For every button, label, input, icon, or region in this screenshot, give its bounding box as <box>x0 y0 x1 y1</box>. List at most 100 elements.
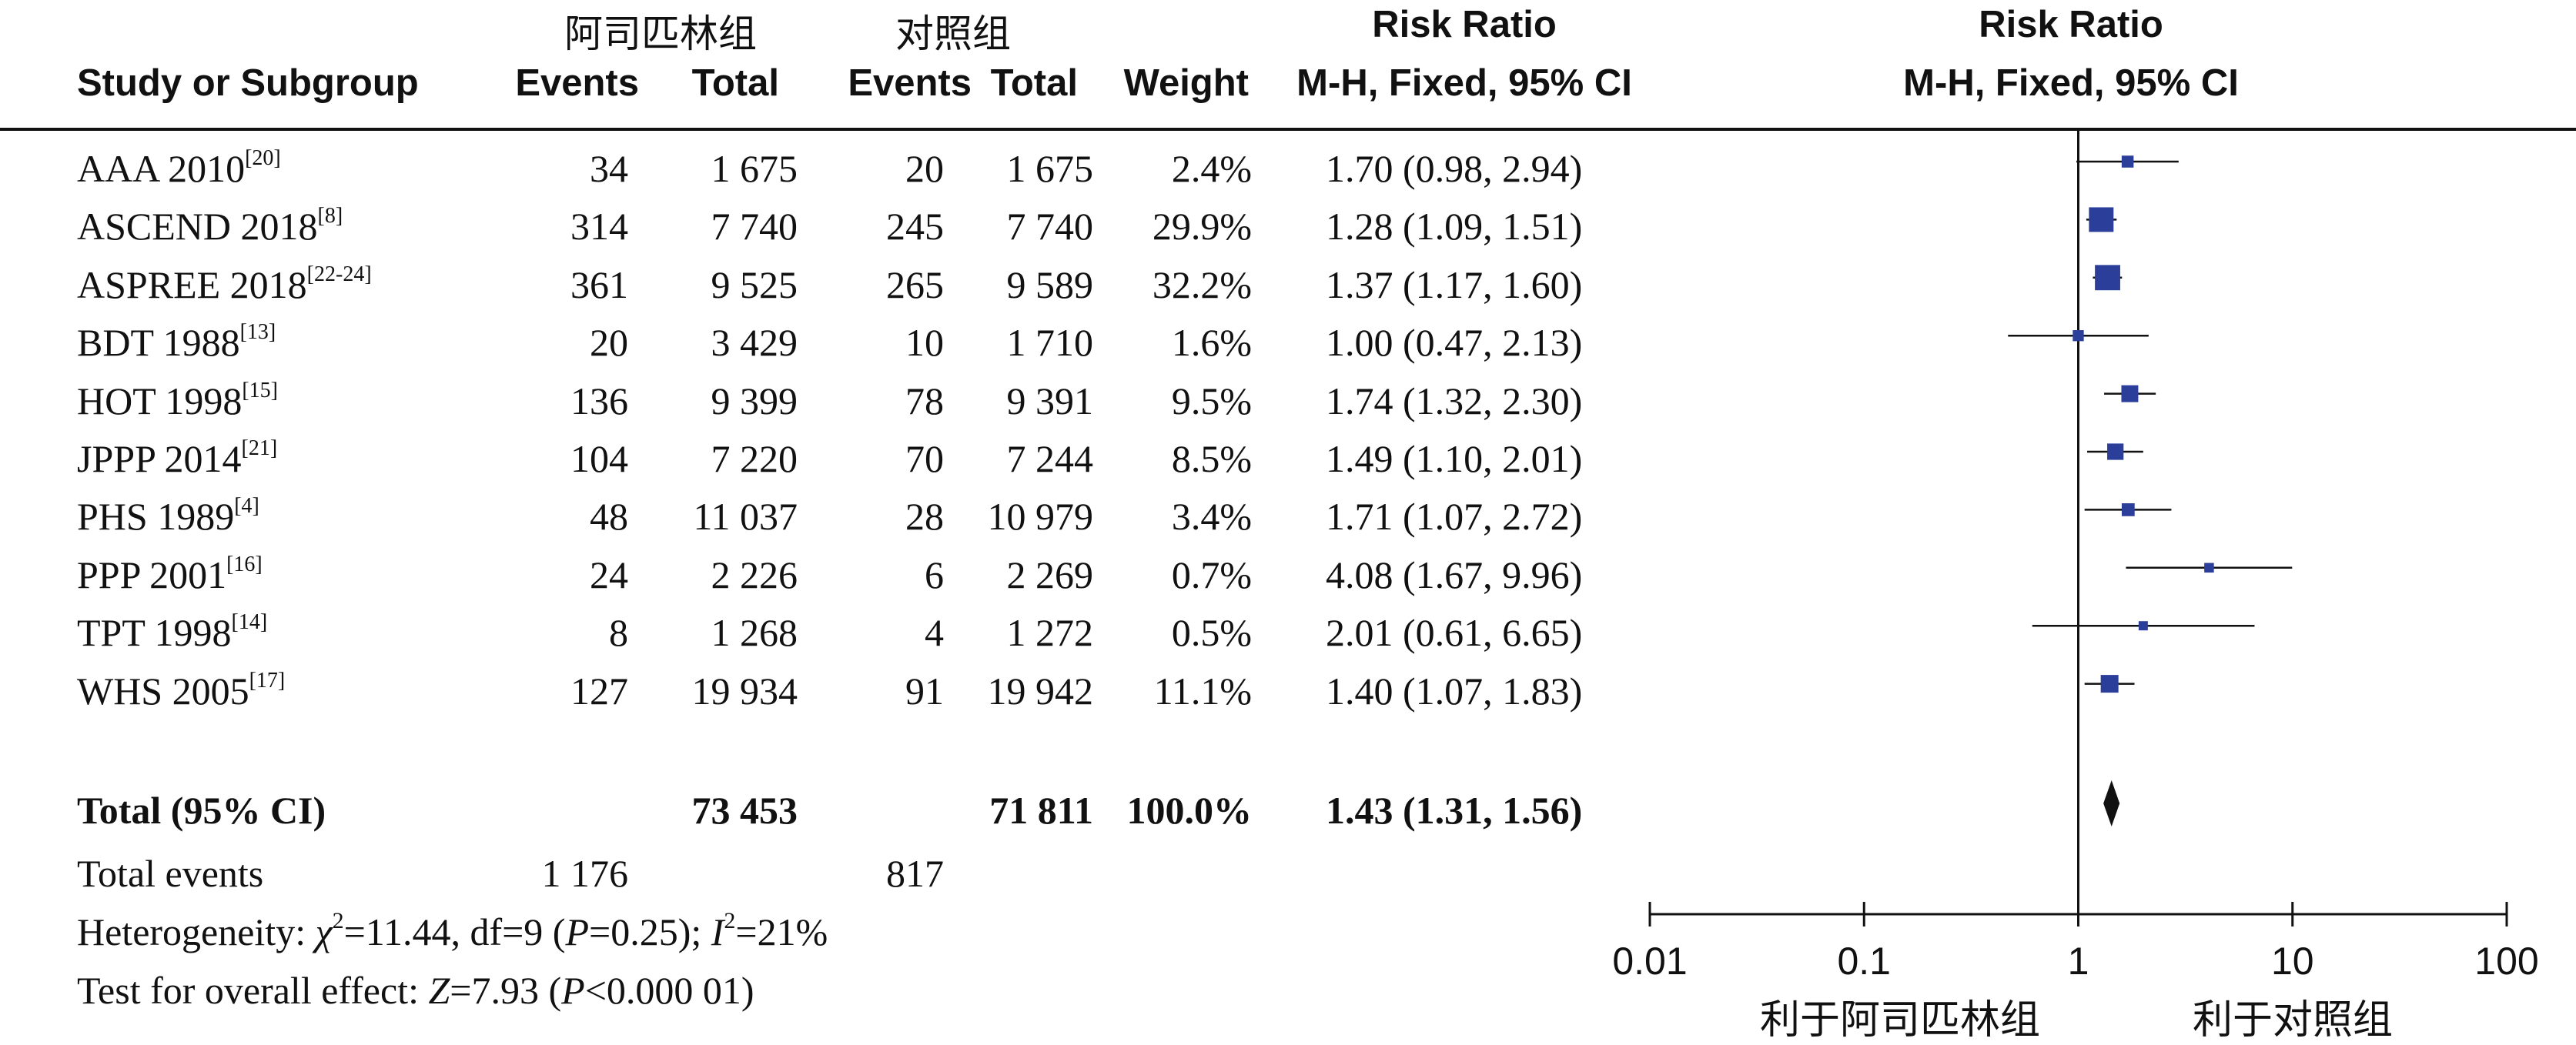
method-column-header: M-H, Fixed, 95% CI <box>1296 62 1632 104</box>
study-name: HOT 1998[15] <box>77 379 279 422</box>
total-ci: 1.43 (1.31, 1.56) <box>1326 789 1583 832</box>
weight-cell: 8.5% <box>1171 437 1252 480</box>
header-rule <box>0 128 2576 131</box>
ci-cell: 1.49 (1.10, 2.01) <box>1326 437 1583 480</box>
total1-column-header: Total <box>691 62 779 104</box>
total-weight: 100.0% <box>1126 789 1253 832</box>
study-name: BDT 1988[13] <box>77 320 276 364</box>
total2-column-header: Total <box>990 62 1078 104</box>
study-name-text: ASPREE 2018 <box>77 263 307 306</box>
x-tick-label: 0.01 <box>1612 940 1687 983</box>
study-name: PPP 2001[16] <box>77 553 263 596</box>
het-p: =0.25); <box>589 910 711 953</box>
heterogeneity-text: Heterogeneity: χ2=11.44, df=9 (P=0.25); … <box>77 910 828 953</box>
het-end: =21% <box>735 910 828 953</box>
total-label: Total (95% CI) <box>77 789 326 832</box>
effect-marker <box>2073 330 2084 342</box>
study-name: JPPP 2014[21] <box>77 438 277 479</box>
ci-cell: 1.71 (1.07, 2.72) <box>1326 495 1583 538</box>
weight-cell: 0.7% <box>1171 553 1252 596</box>
total1-cell: 19 934 <box>691 669 798 713</box>
x-tick-label: 100 <box>2474 940 2538 983</box>
events2-cell: 91 <box>905 669 944 713</box>
ci-cell: 2.01 (0.61, 6.65) <box>1326 611 1583 654</box>
total-total2: 71 811 <box>989 789 1093 832</box>
events1-cell: 8 <box>609 611 628 654</box>
effect-marker <box>2095 265 2120 291</box>
study-reference: [22-24] <box>306 262 372 286</box>
group2-header: 对照组 <box>895 12 1011 56</box>
study-reference: [4] <box>234 494 259 518</box>
study-name-text: AAA 2010 <box>77 147 246 190</box>
study-name-text: BDT 1988 <box>77 321 240 364</box>
total2-cell: 10 979 <box>987 495 1094 538</box>
study-name-text: PPP 2001 <box>77 553 227 596</box>
study-name: ASCEND 2018[8] <box>77 204 343 246</box>
ci-cell: 1.28 (1.09, 1.51) <box>1326 205 1583 248</box>
events1-cell: 127 <box>570 669 628 713</box>
study-name: AAA 2010[20] <box>77 146 281 190</box>
effect-marker <box>2121 155 2134 168</box>
study-reference: [8] <box>317 204 343 228</box>
favours-right-label: 利于对照组 <box>2192 997 2394 1043</box>
events2-cell: 245 <box>886 205 944 248</box>
events2-cell: 265 <box>886 263 944 306</box>
weight-cell: 2.4% <box>1171 147 1252 190</box>
group1-header: 阿司匹林组 <box>564 12 757 56</box>
study-name-text: TPT 1998 <box>77 611 232 654</box>
chi-symbol: χ <box>315 910 333 953</box>
events2-cell: 10 <box>905 321 944 364</box>
events2-cell: 78 <box>905 379 944 422</box>
pooled-diamond <box>2103 780 2120 826</box>
effect-marker <box>2121 503 2135 516</box>
study-reference: [15] <box>242 379 279 402</box>
chi-sup: 2 <box>332 908 344 933</box>
ci-cell: 1.70 (0.98, 2.94) <box>1326 147 1583 190</box>
test-prefix: Test for overall effect: <box>77 969 429 1012</box>
weight-cell: 29.9% <box>1152 205 1252 248</box>
total1-cell: 1 268 <box>711 611 798 654</box>
weight-cell: 32.2% <box>1152 263 1252 306</box>
total2-cell: 9 589 <box>1006 263 1094 306</box>
study-name: TPT 1998[14] <box>77 610 268 654</box>
total1-cell: 11 037 <box>693 495 798 538</box>
weight-cell: 9.5% <box>1171 379 1252 422</box>
events2-cell: 4 <box>925 611 944 654</box>
total1-cell: 9 525 <box>711 263 798 306</box>
ci-cell: 4.08 (1.67, 9.96) <box>1326 553 1583 596</box>
total-total1: 73 453 <box>691 789 798 832</box>
test-mid: =7.93 ( <box>450 969 562 1012</box>
total1-cell: 1 675 <box>711 147 798 190</box>
total1-cell: 2 226 <box>711 553 798 596</box>
effect-marker <box>2100 675 2119 693</box>
ci-cell: 1.40 (1.07, 1.83) <box>1326 669 1583 713</box>
study-reference: [16] <box>226 553 263 576</box>
events2-cell: 20 <box>905 147 944 190</box>
favours-left-label: 利于阿司匹林组 <box>1759 997 2041 1043</box>
study-reference: [14] <box>231 610 268 634</box>
x-tick-label: 10 <box>2271 940 2314 983</box>
weight-column-header: Weight <box>1123 62 1249 104</box>
study-reference: [17] <box>249 669 286 693</box>
events1-cell: 34 <box>590 147 628 190</box>
x-tick-label: 1 <box>2068 940 2089 983</box>
events2-column-header: Events <box>848 62 972 104</box>
total1-cell: 3 429 <box>711 321 798 364</box>
study-name-text: WHS 2005 <box>77 669 249 713</box>
events1-cell: 48 <box>590 495 628 538</box>
x-tick-label: 0.1 <box>1837 940 1891 983</box>
study-column-header: Study or Subgroup <box>77 62 419 104</box>
study-name: WHS 2005[17] <box>77 669 286 713</box>
total2-cell: 7 244 <box>1006 437 1094 480</box>
effect-marker <box>2107 443 2124 460</box>
study-reference: [20] <box>245 146 281 170</box>
study-name-text: PHS 1989 <box>77 495 235 538</box>
total2-cell: 19 942 <box>987 669 1094 713</box>
study-reference: [13] <box>239 320 276 344</box>
plot-method-header: M-H, Fixed, 95% CI <box>1903 62 2239 104</box>
effect-marker <box>2121 385 2139 402</box>
study-name-text: HOT 1998 <box>77 379 243 422</box>
ci-cell: 1.37 (1.17, 1.60) <box>1326 263 1583 306</box>
